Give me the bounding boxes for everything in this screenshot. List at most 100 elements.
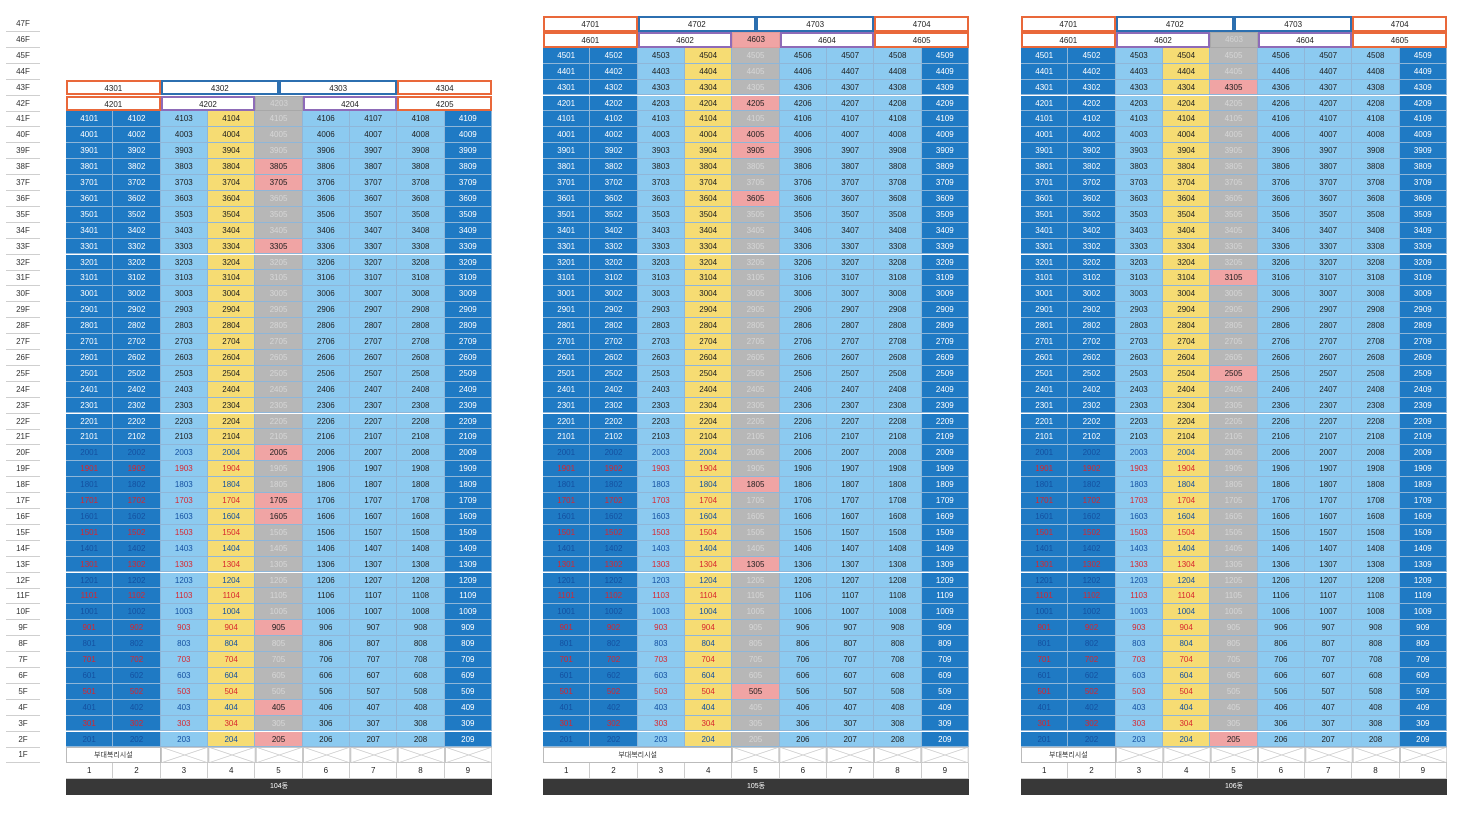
unit-cell[interactable]: 705: [255, 652, 303, 668]
unit-cell[interactable]: 602: [1068, 667, 1116, 684]
unit-cell[interactable]: 3409: [1399, 222, 1447, 239]
unit-cell[interactable]: 3808: [874, 159, 922, 175]
unit-cell[interactable]: 1901: [543, 461, 591, 478]
unit-cell[interactable]: 904: [1163, 620, 1211, 637]
unit-cell[interactable]: 805: [1210, 636, 1258, 652]
unit-cell[interactable]: 2506: [302, 365, 350, 382]
unit-cell[interactable]: 709: [1399, 652, 1447, 668]
unit-cell[interactable]: 4001: [1021, 127, 1069, 144]
unit-cell[interactable]: 2303: [637, 397, 685, 414]
unit-cell[interactable]: 1405: [1210, 540, 1258, 557]
unit-cell[interactable]: 1608: [874, 508, 922, 525]
unit-cell[interactable]: 3601: [66, 190, 114, 207]
unit-cell[interactable]: 3401: [543, 222, 591, 239]
unit-cell[interactable]: 1501: [66, 524, 114, 541]
unit-cell[interactable]: 704: [685, 652, 733, 668]
unit-cell[interactable]: 2909: [1399, 302, 1447, 319]
unit-cell[interactable]: 2609: [921, 349, 969, 366]
unit-cell[interactable]: 2405: [732, 381, 780, 398]
unit-cell[interactable]: 2705: [255, 334, 303, 350]
unit-cell[interactable]: 1206: [1257, 572, 1305, 589]
unit-cell[interactable]: 2005: [732, 445, 780, 462]
unit-cell[interactable]: 2804: [208, 318, 256, 334]
unit-cell[interactable]: 4004: [685, 127, 733, 144]
unit-cell[interactable]: 1108: [397, 588, 445, 605]
unit-cell[interactable]: 4106: [779, 111, 827, 128]
unit-cell[interactable]: 4504: [685, 47, 733, 64]
unit-cell[interactable]: 1208: [397, 572, 445, 589]
unit-cell[interactable]: 3609: [1399, 190, 1447, 207]
unit-cell[interactable]: 2901: [1021, 302, 1069, 319]
unit-cell[interactable]: 2801: [66, 318, 114, 334]
penthouse-unit[interactable]: 4701: [1021, 16, 1116, 32]
unit-cell[interactable]: 4309: [921, 79, 969, 96]
unit-cell[interactable]: 1701: [66, 493, 114, 509]
unit-cell[interactable]: 4307: [1305, 79, 1353, 96]
unit-cell[interactable]: 2902: [113, 302, 161, 319]
unit-cell[interactable]: 3804: [1163, 159, 1211, 175]
unit-cell[interactable]: 4207: [827, 95, 875, 112]
unit-cell[interactable]: 1201: [543, 572, 591, 589]
unit-cell[interactable]: 2009: [1399, 445, 1447, 462]
unit-cell[interactable]: 2708: [874, 334, 922, 350]
unit-cell[interactable]: 1305: [255, 556, 303, 573]
unit-cell[interactable]: 2904: [685, 302, 733, 319]
unit-cell[interactable]: 3403: [637, 222, 685, 239]
unit-cell[interactable]: 202: [1068, 731, 1116, 748]
unit-cell[interactable]: 1505: [255, 524, 303, 541]
unit-cell[interactable]: 2301: [543, 397, 591, 414]
unit-cell[interactable]: 1506: [302, 524, 350, 541]
unit-cell[interactable]: 4402: [1068, 63, 1116, 80]
unit-cell[interactable]: 1001: [543, 604, 591, 621]
unit-cell[interactable]: 3001: [1021, 286, 1069, 303]
unit-cell[interactable]: 2202: [590, 413, 638, 430]
unit-cell[interactable]: 3106: [302, 270, 350, 287]
unit-cell[interactable]: 1204: [1163, 572, 1211, 589]
unit-cell[interactable]: 4003: [1115, 127, 1163, 144]
unit-cell[interactable]: 2201: [66, 413, 114, 430]
unit-cell[interactable]: 3305: [255, 238, 303, 255]
unit-cell[interactable]: 1607: [1305, 508, 1353, 525]
unit-cell[interactable]: 2903: [637, 302, 685, 319]
unit-cell[interactable]: 2402: [113, 381, 161, 398]
unit-cell[interactable]: 205: [255, 731, 303, 748]
unit-cell[interactable]: 3205: [732, 254, 780, 271]
unit-cell[interactable]: 2407: [350, 381, 398, 398]
unit-cell[interactable]: 2002: [1068, 445, 1116, 462]
unit-cell[interactable]: 208: [397, 731, 445, 748]
unit-cell[interactable]: 2601: [1021, 349, 1069, 366]
unit-cell[interactable]: 1208: [874, 572, 922, 589]
unit-cell[interactable]: 3003: [637, 286, 685, 303]
unit-cell[interactable]: 3502: [1068, 206, 1116, 223]
unit-cell[interactable]: 3803: [637, 159, 685, 175]
unit-cell[interactable]: 4101: [1021, 111, 1069, 128]
unit-cell[interactable]: 605: [1210, 667, 1258, 684]
unit-cell[interactable]: 3002: [1068, 286, 1116, 303]
unit-cell[interactable]: 1207: [1305, 572, 1353, 589]
unit-cell[interactable]: 3307: [1305, 238, 1353, 255]
unit-cell[interactable]: 1008: [1352, 604, 1400, 621]
unit-cell[interactable]: 601: [66, 667, 114, 684]
unit-cell[interactable]: 608: [874, 667, 922, 684]
unit-cell[interactable]: 3406: [779, 222, 827, 239]
unit-cell[interactable]: 4307: [827, 79, 875, 96]
unit-cell[interactable]: 902: [1068, 620, 1116, 637]
unit-cell[interactable]: 3501: [543, 206, 591, 223]
unit-cell[interactable]: 3501: [66, 206, 114, 223]
unit-cell[interactable]: 2306: [1257, 397, 1305, 414]
unit-cell[interactable]: 208: [1352, 731, 1400, 748]
unit-cell[interactable]: 4404: [685, 63, 733, 80]
unit-cell[interactable]: 904: [208, 620, 256, 637]
unit-cell[interactable]: 3005: [1210, 286, 1258, 303]
unit-cell[interactable]: 3309: [444, 238, 492, 255]
unit-cell[interactable]: 2601: [543, 349, 591, 366]
unit-cell[interactable]: 4008: [1352, 127, 1400, 144]
unit-cell[interactable]: 3201: [543, 254, 591, 271]
unit-cell[interactable]: 3905: [1210, 143, 1258, 160]
unit-cell[interactable]: 3909: [921, 143, 969, 160]
unit-cell[interactable]: 2709: [921, 334, 969, 350]
unit-cell[interactable]: 502: [1068, 683, 1116, 700]
unit-cell[interactable]: 808: [397, 636, 445, 652]
unit-cell[interactable]: 4305: [732, 79, 780, 96]
unit-cell[interactable]: 209: [444, 731, 492, 748]
